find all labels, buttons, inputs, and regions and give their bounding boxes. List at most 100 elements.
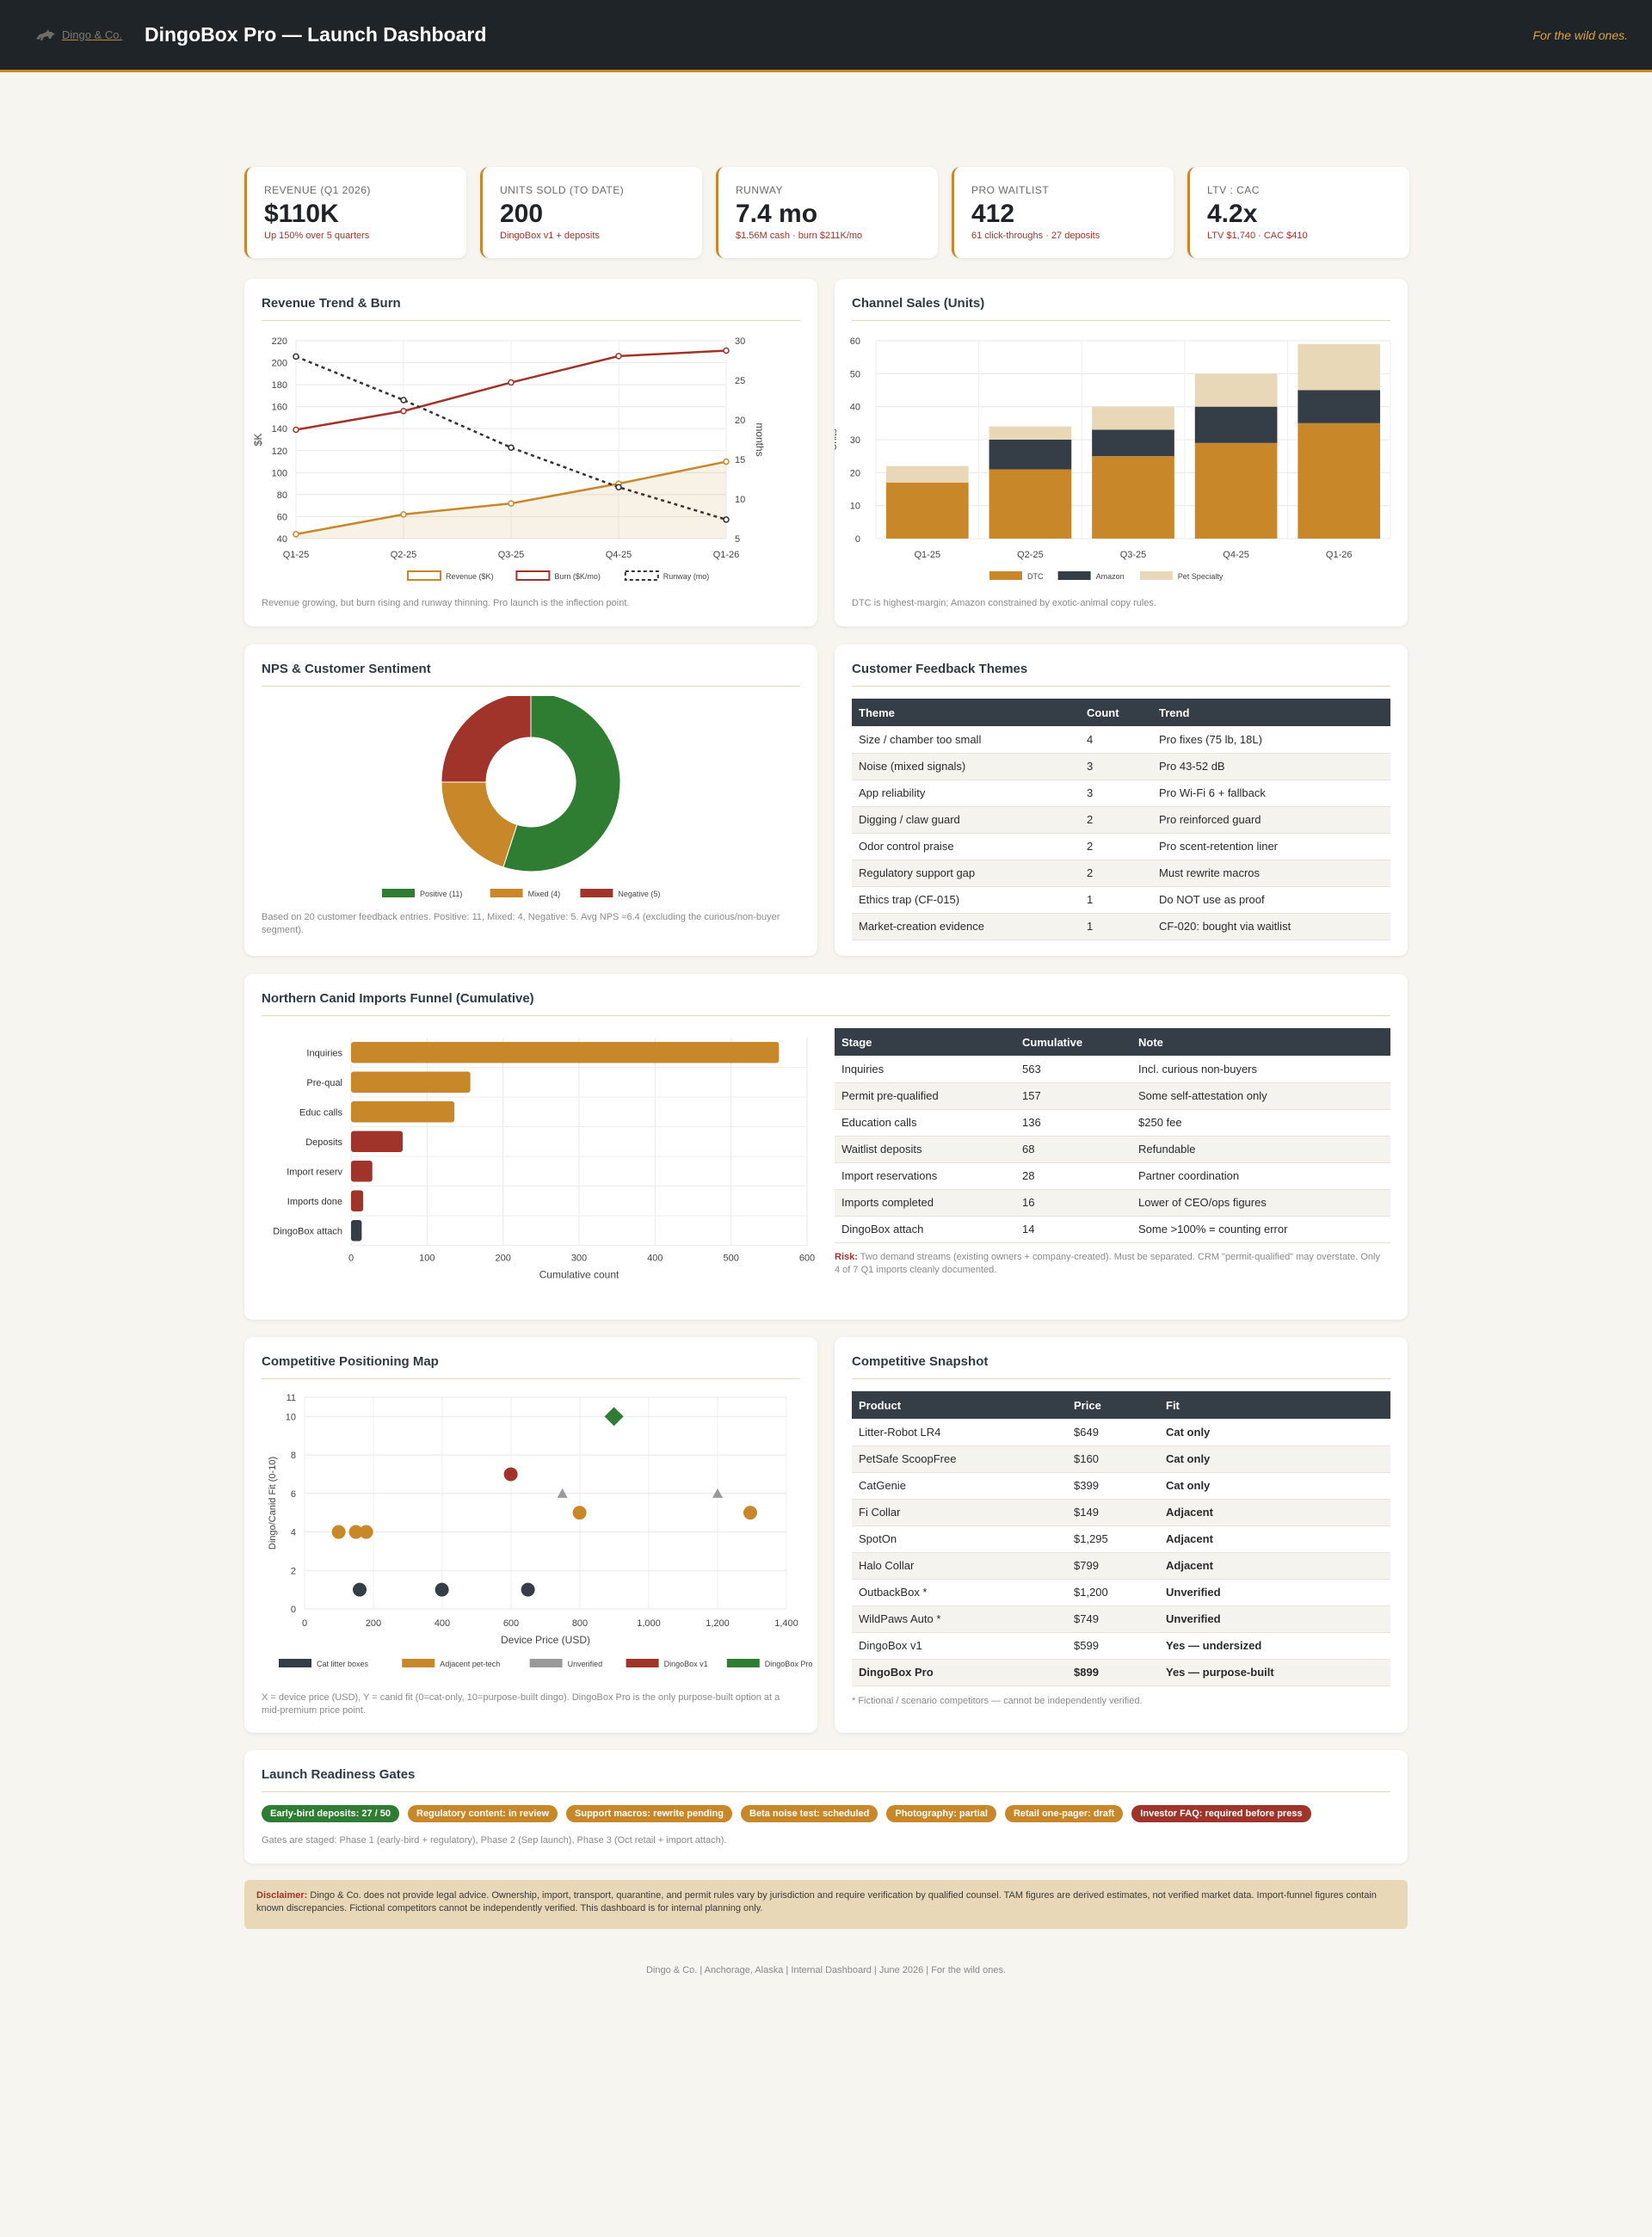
kpi-value: $110K	[264, 200, 339, 228]
trend-cell: CF-020: bought via waitlist	[1152, 913, 1390, 940]
kpi-value: 200	[500, 200, 544, 228]
stage-cell: Permit pre-qualified	[835, 1082, 1015, 1110]
y2-tick-label: 20	[735, 416, 745, 426]
product-cell: OutbackBox *	[852, 1579, 1067, 1606]
data-point	[615, 353, 622, 360]
scatter-point	[712, 1488, 723, 1498]
app-header: Dingo & Co. DingoBox Pro — Launch Dashbo…	[0, 0, 1652, 72]
fit-cell: Adjacent	[1159, 1552, 1390, 1580]
revenue-burn-chart: 40 60 80 100 120 140 160 180 200 220 5 10 15 20 25 30 Q1…	[252, 336, 766, 581]
fit-cell: Yes — purpose-built	[1159, 1659, 1390, 1686]
data-point	[293, 426, 299, 434]
y-tick-label: Deposits	[305, 1137, 342, 1148]
imports-funnel-chart: 0 100 200 300 400 500 600 Inquiries Pre-qual Educ…	[273, 1038, 815, 1281]
count-cell: 1	[1080, 886, 1152, 914]
funnel-table: Stage Cumulative Note Inquiries 563 Incl. …	[835, 1028, 1390, 1243]
column-header: Product	[852, 1391, 1067, 1419]
brand-logo[interactable]: Dingo & Co.	[34, 28, 145, 42]
card-title: Launch Readiness Gates	[262, 1767, 1390, 1792]
legend-label: Burn ($K/mo)	[554, 572, 601, 581]
bar-segment	[885, 482, 969, 539]
gate-pill: Photography: partial	[886, 1805, 996, 1822]
y2-tick-label: 5	[735, 534, 740, 545]
y2-tick-label: 15	[735, 455, 745, 465]
table-row: PetSafe ScoopFree $160 Cat only	[852, 1445, 1390, 1473]
x-axis-label: Device Price (USD)	[501, 1634, 590, 1646]
x-tick-label: 1,000	[637, 1618, 661, 1629]
legend-swatch	[580, 889, 613, 897]
snapshot-footnote: * Fictional / scenario competitors — can…	[852, 1696, 1143, 1706]
y-tick-label: 160	[272, 403, 287, 413]
y2-axis-label: months	[754, 422, 766, 456]
kpi-label: Units Sold (to date)	[500, 184, 625, 196]
bar-segment	[989, 440, 1072, 470]
legend-label: Pet Specialty	[1178, 572, 1224, 581]
fit-cell: Unverified	[1159, 1579, 1390, 1606]
x-tick-label: 300	[571, 1254, 587, 1264]
bar-segment	[1194, 406, 1278, 443]
gates-pill-row: Early-bird deposits: 27 / 50 Regulatory c…	[262, 1805, 1320, 1822]
table-row: Halo Collar $799 Adjacent	[852, 1552, 1390, 1580]
y-tick-label: 120	[272, 447, 287, 457]
competitive-snapshot-card: Competitive Snapshot Product Price Fit L…	[835, 1337, 1408, 1733]
dingo-icon	[36, 28, 55, 40]
fit-cell: Cat only	[1159, 1445, 1390, 1473]
disclaimer-box: Disclaimer: Dingo & Co. does not provide…	[244, 1880, 1408, 1929]
legend-label: DTC	[1027, 572, 1044, 581]
brand-name[interactable]: Dingo & Co.	[62, 28, 123, 41]
card-title: NPS & Customer Sentiment	[262, 662, 800, 687]
price-cell: $899	[1067, 1659, 1159, 1686]
kpi-value: 412	[971, 200, 1015, 228]
x-tick-label: 500	[723, 1254, 738, 1264]
kpi-label: Runway	[736, 184, 783, 196]
trend-cell: Pro scent-retention liner	[1152, 833, 1390, 860]
legend-label: Mixed (4)	[528, 890, 561, 898]
legend-label: Cat litter boxes	[317, 1660, 369, 1668]
table-row: DingoBox v1 $599 Yes — undersized	[852, 1632, 1390, 1660]
scatter-point	[359, 1525, 373, 1539]
y-tick-label: 8	[291, 1451, 296, 1461]
feedback-themes-card: Customer Feedback Themes Theme Count Tre…	[835, 644, 1408, 956]
theme-cell: Market-creation evidence	[852, 913, 1080, 940]
channel-sales-card: Channel Sales (Units) 0 10 20 30 40 50 60 Units…	[835, 279, 1408, 626]
theme-cell: Size / chamber too small	[852, 726, 1080, 754]
card-caption: X = device price (USD), Y = canid fit (0…	[262, 1692, 780, 1716]
gate-pill: Early-bird deposits: 27 / 50	[262, 1805, 399, 1822]
y-tick-label: 40	[850, 403, 860, 413]
note-cell: Partner coordination	[1131, 1162, 1390, 1190]
price-cell: $799	[1067, 1552, 1159, 1580]
price-cell: $749	[1067, 1605, 1159, 1633]
y-tick-label: 140	[272, 424, 287, 434]
table-row: DingoBox attach 14 Some >100% = counting e…	[835, 1216, 1390, 1243]
fit-cell: Yes — undersized	[1159, 1632, 1390, 1660]
kpi-ltv-cac: LTV : CAC 4.2x LTV $1,740 · CAC $410	[1187, 167, 1409, 258]
product-cell: CatGenie	[852, 1472, 1067, 1500]
table-row: Import reservations 28 Partner coordinatio…	[835, 1162, 1390, 1190]
y-tick-label: 60	[277, 512, 287, 522]
x-tick-label: 600	[799, 1254, 815, 1264]
fit-cell: Cat only	[1159, 1472, 1390, 1500]
count-cell: 2	[1080, 860, 1152, 887]
x-tick-label: Q3-25	[1120, 550, 1147, 560]
scatter-point	[331, 1525, 346, 1539]
kpi-sub: LTV $1,740 · CAC $410	[1207, 231, 1308, 241]
theme-cell: Ethics trap (CF-015)	[852, 886, 1080, 914]
price-cell: $1,295	[1067, 1525, 1159, 1553]
note-cell: Incl. curious non-buyers	[1131, 1056, 1390, 1083]
x-tick-label: Q1-26	[1326, 550, 1353, 560]
cumulative-cell: 68	[1015, 1136, 1131, 1163]
product-cell: WildPaws Auto *	[852, 1605, 1067, 1633]
trend-cell: Do NOT use as proof	[1152, 886, 1390, 914]
revenue-trend-card: Revenue Trend & Burn 40 60 80 100 120 140 160 1…	[244, 279, 817, 626]
table-row: Permit pre-qualified 157 Some self-attesta…	[835, 1082, 1390, 1110]
stage-cell: Education calls	[835, 1109, 1015, 1137]
stage-cell: Import reservations	[835, 1162, 1015, 1190]
competitive-snapshot-table: Product Price Fit Litter-Robot LR4 $649 Ca…	[852, 1391, 1390, 1686]
y-tick-label: 0	[855, 534, 860, 545]
x-tick-label: Q2-25	[391, 550, 417, 560]
note-cell: Some >100% = counting error	[1131, 1216, 1390, 1243]
column-header: Theme	[852, 699, 1080, 726]
y-tick-label: 60	[850, 336, 860, 347]
fit-cell: Adjacent	[1159, 1525, 1390, 1553]
stage-cell: DingoBox attach	[835, 1216, 1015, 1243]
